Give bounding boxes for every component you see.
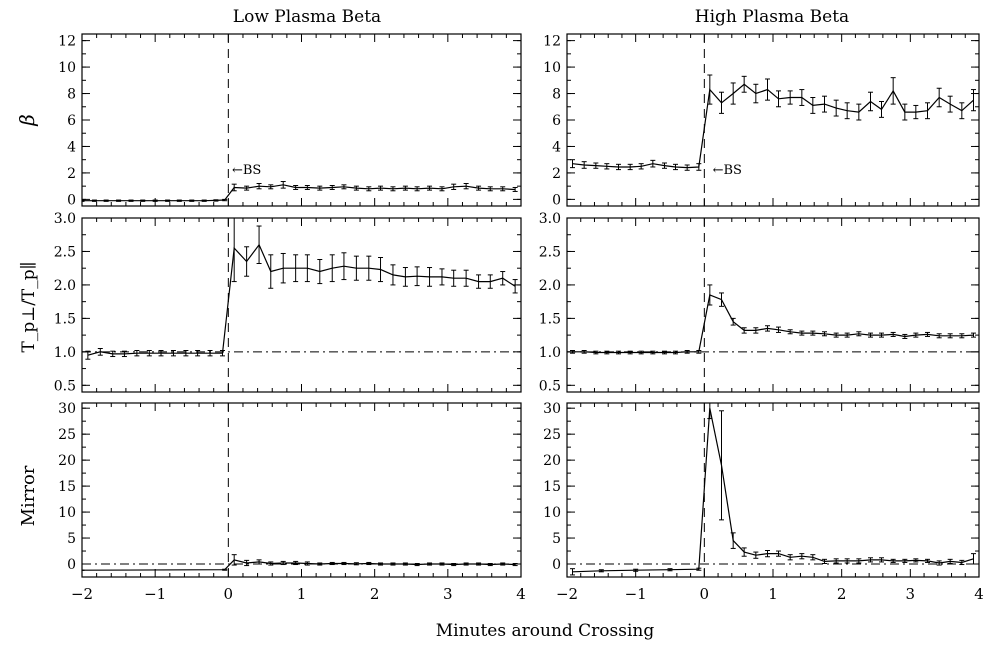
x-tick-label: 3 [906, 585, 916, 603]
x-tick-label: −1 [625, 585, 647, 603]
x-tick-label: 4 [516, 585, 526, 603]
panel-3: 0.5 1.0 1.5 2.0 2.5 3.0 [54, 211, 522, 394]
y-tick-label: 10 [58, 505, 76, 521]
series-line [572, 83, 974, 169]
y-tick-label: 0 [67, 557, 76, 573]
x-tick-label: 4 [974, 585, 984, 603]
y-tick-label: 4 [67, 139, 76, 155]
series-line [572, 408, 974, 573]
y-tick-label: 25 [58, 427, 76, 443]
y-tick-label: 10 [543, 505, 561, 521]
y-tick-label: 5 [67, 531, 76, 547]
axes-frame [81, 217, 522, 393]
y-tick-label: 2 [552, 166, 561, 182]
x-tick-label: 1 [297, 585, 307, 603]
x-tick-label: −2 [556, 585, 578, 603]
axes-frame [566, 33, 980, 207]
row-label-beta: β [15, 114, 39, 127]
x-tick-label: 0 [700, 585, 710, 603]
series-group [82, 554, 518, 571]
y-tick-label: 30 [543, 401, 561, 417]
axes-frame [81, 33, 522, 207]
y-tick-label: 8 [67, 87, 76, 103]
row-label-anisotropy: T_p⊥/T_p∥ [19, 261, 39, 352]
y-tick-label: 10 [58, 60, 76, 76]
y-tick-label: 0.5 [54, 378, 76, 394]
y-tick-label: 1.5 [539, 311, 561, 327]
y-tick-label: 1.0 [54, 345, 76, 361]
y-tick-label: 2.5 [539, 244, 561, 260]
y-tick-label: 15 [543, 479, 561, 495]
column-title-high: High Plasma Beta [695, 7, 849, 27]
y-tick-label: 20 [58, 453, 76, 469]
y-tick-label: 0.5 [539, 378, 561, 394]
y-tick-label: 12 [543, 34, 561, 50]
y-tick-label: 2 [67, 166, 76, 182]
panel-4: 0.5 1.0 1.5 2.0 2.5 3.0 [539, 211, 980, 394]
column-title-low: Low Plasma Beta [233, 7, 381, 27]
x-tick-label: 3 [443, 585, 453, 603]
y-tick-label: 2.5 [54, 244, 76, 260]
y-tick-label: 12 [58, 34, 76, 50]
panels: 024681012←BS024681012←BS0.51.01.52.02.53… [54, 33, 984, 603]
y-tick-label: 0 [67, 192, 76, 208]
series-line [572, 294, 974, 354]
y-tick-label: 2.0 [54, 278, 76, 294]
x-axis-label: Minutes around Crossing [436, 621, 655, 641]
series-group [569, 284, 977, 355]
series-group [569, 74, 977, 171]
panel-5: 0 5 10 15 20 25 30 −2 −1 0 1 2 3 4 [58, 401, 526, 603]
x-tick-label: 0 [224, 585, 234, 603]
panel-1: 0 2 4 6 8 10 12 ←BS [58, 33, 522, 208]
bow-shock-annotation: ←BS [232, 163, 261, 178]
y-tick-label: 8 [552, 87, 561, 103]
y-tick-label: 2.0 [539, 278, 561, 294]
series-group [569, 403, 977, 576]
y-tick-label: 25 [543, 427, 561, 443]
y-tick-label: 30 [58, 401, 76, 417]
y-tick-label: 20 [543, 453, 561, 469]
axes-frame [566, 402, 980, 578]
y-tick-label: 1.0 [539, 345, 561, 361]
axes-frame [566, 217, 980, 393]
series-group [85, 218, 518, 360]
x-tick-label: 2 [370, 585, 380, 603]
y-tick-label: 4 [552, 139, 561, 155]
x-tick-label: 1 [768, 585, 778, 603]
y-tick-label: 6 [552, 113, 561, 129]
axes-frame [81, 402, 522, 578]
y-tick-label: 3.0 [539, 211, 561, 227]
row-label-mirror: Mirror [18, 465, 39, 526]
y-tick-label: 5 [552, 531, 561, 547]
x-tick-label: −1 [144, 585, 166, 603]
y-tick-label: 1.5 [54, 311, 76, 327]
panel-2: 0 2 4 6 8 10 12 ←BS [543, 33, 980, 208]
x-tick-label: 2 [837, 585, 847, 603]
series-line [82, 559, 516, 571]
y-tick-label: 10 [543, 60, 561, 76]
x-tick-label: −2 [71, 585, 93, 603]
y-tick-label: 15 [58, 479, 76, 495]
bow-shock-annotation: ←BS [713, 163, 742, 178]
y-tick-label: 0 [552, 557, 561, 573]
series-group [82, 181, 518, 202]
series-line [82, 184, 516, 202]
y-tick-label: 6 [67, 113, 76, 129]
y-tick-label: 3.0 [54, 211, 76, 227]
panel-6: 0 5 10 15 20 25 30 −2 −1 0 1 2 3 4 [543, 401, 984, 603]
series-line [87, 243, 516, 356]
y-tick-label: 0 [552, 192, 561, 208]
